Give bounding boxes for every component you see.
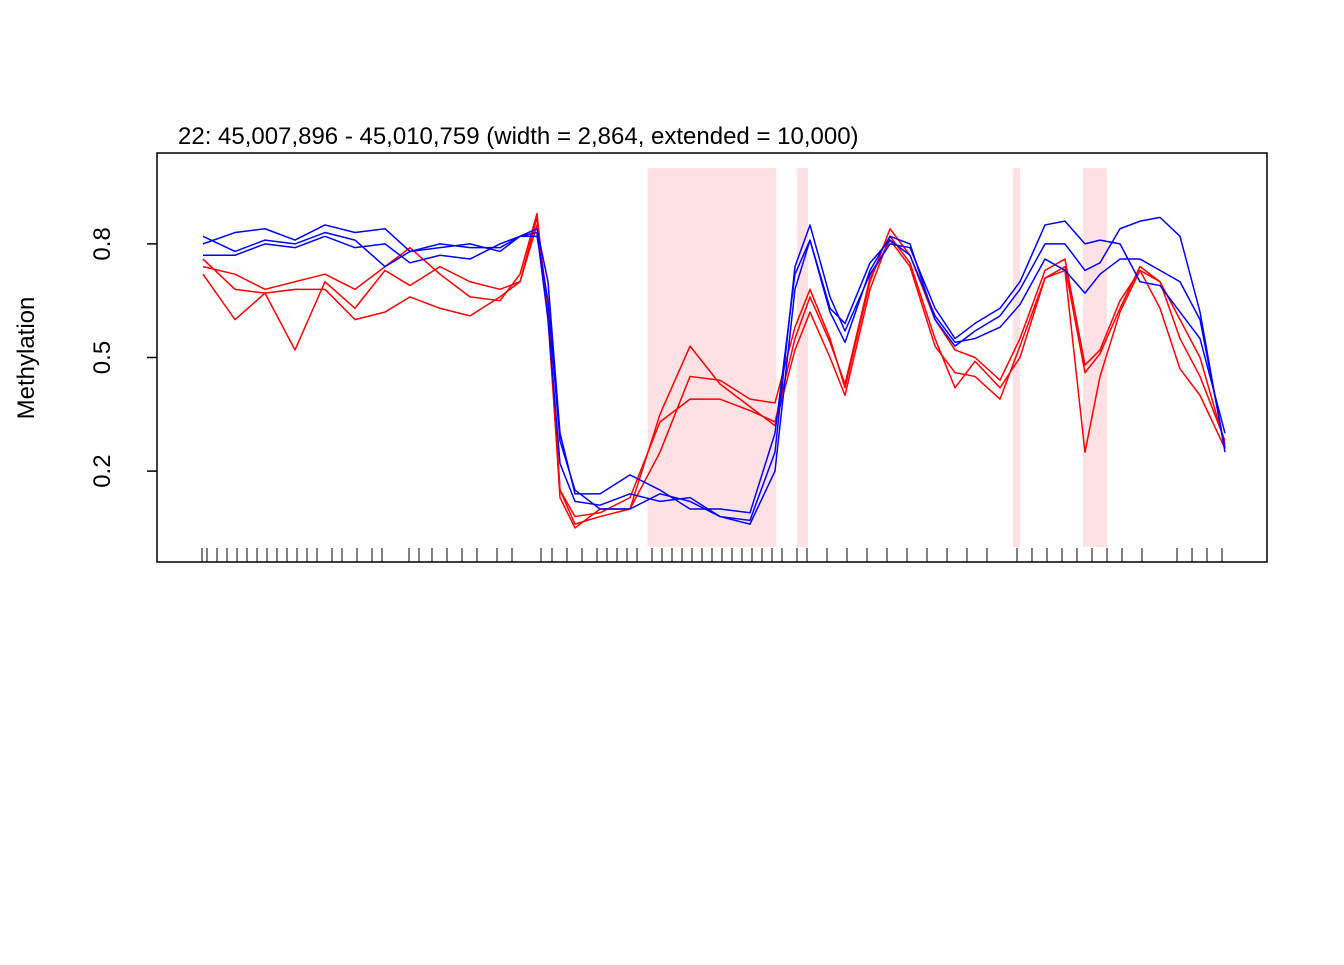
methylation-line	[202, 212, 1226, 525]
chart-title: 22: 45,007,896 - 45,010,759 (width = 2,8…	[178, 123, 859, 150]
methylation-line	[202, 224, 1226, 518]
y-tick-label: 0.8	[89, 227, 116, 260]
y-tick-label: 0.5	[89, 341, 116, 374]
region	[647, 168, 777, 547]
y-tick-label: 0.2	[89, 454, 116, 487]
methylation-line	[202, 227, 1226, 514]
methylation-line	[202, 216, 1226, 525]
region	[1083, 168, 1108, 547]
methylation-line	[202, 220, 1226, 522]
methylation-line	[202, 216, 1226, 529]
y-axis-label: Methylation	[13, 297, 40, 420]
region	[797, 168, 808, 547]
